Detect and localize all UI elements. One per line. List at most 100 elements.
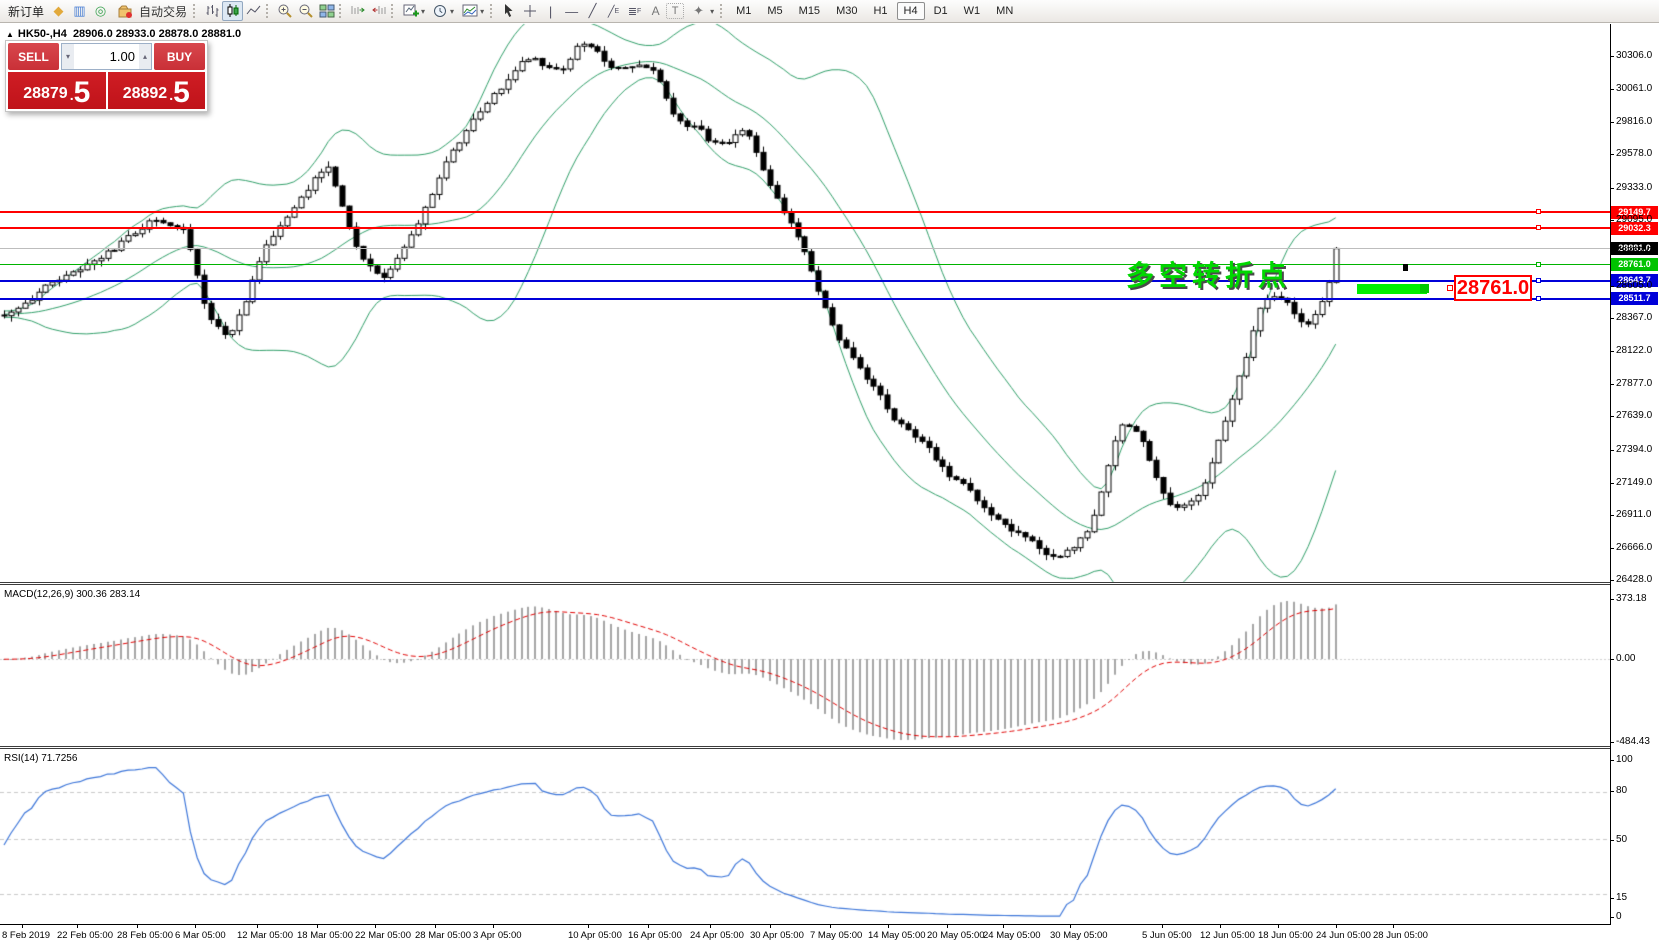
highlight-bar-anchor[interactable] [1420,284,1429,293]
axis-tick-label: 26666.0 [1616,541,1653,553]
new-chart-button[interactable]: ▾ [399,1,429,21]
time-tick-label: 8 Feb 2019 [2,930,51,941]
buy-price[interactable]: 28892 . 5 [107,72,205,109]
volume-input[interactable] [74,44,139,69]
toolbar: 新订单 ◆ ▥ ◎ 自动交易 [0,0,1659,23]
axis-tick-label: 28605.0 [1616,279,1653,291]
autotrade-folder-icon [115,1,136,21]
bar-chart-icon[interactable] [201,1,222,21]
time-tick [1220,925,1221,928]
price-callout[interactable]: 28761.0 [1454,275,1532,301]
price-marker-icon[interactable] [1403,264,1408,271]
timeframe-button-MN[interactable]: MN [996,5,1014,17]
price-badge: 28511.7 [1611,292,1658,305]
zoom-in-icon[interactable] [274,1,295,21]
axis-tick [1610,449,1614,451]
text-label-icon[interactable]: T [666,3,685,19]
line-anchor-handle[interactable] [1536,261,1541,267]
trendline-icon[interactable]: ╱ [588,3,597,18]
timeframe-button-W1[interactable]: W1 [963,5,981,17]
timeframe-button-M30[interactable]: M30 [836,5,858,17]
buy-price-dot: . [169,87,174,103]
price-axis-border [1610,24,1611,925]
buy-button[interactable]: BUY [154,43,205,70]
time-tick [257,925,258,928]
price-badge: 28643.7 [1611,274,1658,288]
timeframe-button-M15[interactable]: M15 [798,5,821,17]
fibonacci-icon[interactable]: ≣ F [627,5,642,18]
timeframe-button-H1[interactable]: H1 [873,5,888,17]
line-chart-icon[interactable] [243,1,264,21]
highlight-bar[interactable] [1357,284,1427,294]
text-icon[interactable]: A [651,4,660,18]
axis-tick [1610,791,1614,792]
time-tick [770,925,771,928]
sell-price[interactable]: 28879 . 5 [8,72,106,109]
crosshair-icon[interactable] [519,1,540,21]
axis-tick-label: 30061.0 [1616,83,1653,95]
time-tick [493,925,494,928]
volume-increase-button[interactable]: ▴ [138,44,151,69]
axis-tick [1610,285,1614,287]
new-order-button[interactable]: 新订单 [8,4,45,19]
horizontal-line-object[interactable] [0,227,1610,230]
market-watch-icon[interactable]: ◆ [53,3,64,18]
axis-tick-label: 28367.0 [1616,312,1653,324]
autotrade-button[interactable]: 自动交易 [111,1,191,21]
caret-icon: ▾ [480,6,485,16]
axis-tick [1610,384,1614,386]
time-tick-label: 22 Mar 05:00 [355,930,411,941]
horizontal-line-object[interactable] [0,264,1610,266]
axis-tick-label: -484.43 [1616,736,1650,747]
chart-shift-icon[interactable] [347,1,368,21]
data-window-icon[interactable]: ▥ [73,3,86,18]
axis-tick-label: 29578.0 [1616,148,1653,160]
callout-anchor[interactable] [1447,285,1453,291]
axis-tick-label: 29816.0 [1616,116,1653,128]
sell-button[interactable]: SELL [8,43,59,70]
axis-tick [1610,318,1614,320]
line-anchor-handle[interactable] [1536,225,1541,231]
tile-windows-icon[interactable] [316,1,337,21]
price-badge: 28761.0 [1611,258,1658,272]
time-tick [588,925,589,928]
line-anchor-handle[interactable] [1536,209,1541,215]
chart-canvas[interactable] [0,23,1659,946]
buy-price-frac: 5 [173,76,190,109]
line-anchor-handle[interactable] [1536,277,1541,283]
volume-decrease-button[interactable]: ▾ [62,44,75,69]
collapse-icon[interactable]: ▲ [6,29,14,39]
navigator-icon[interactable]: ◎ [94,3,107,18]
vertical-line-icon[interactable]: | [548,3,553,19]
line-anchor-handle[interactable] [1536,295,1541,301]
volume-stepper: ▾ ▴ [61,43,152,70]
price-badge: 28881.0 [1611,242,1658,256]
templates-button[interactable]: ▾ [458,1,488,21]
time-tick-label: 18 Jun 05:00 [1258,930,1313,941]
horizontal-line-object[interactable] [0,211,1610,214]
annotation-text[interactable]: 多空转折点 [1126,260,1292,291]
timeframe-button-H4[interactable]: H4 [896,2,925,20]
periods-button[interactable]: ▾ [429,1,458,21]
timeframe-button-D1[interactable]: D1 [933,5,948,17]
horizontal-line-object[interactable] [0,279,1610,282]
price-badge: 29149.7 [1611,205,1658,219]
candlestick-chart-icon[interactable] [222,1,244,21]
axis-tick-label: 0 [1616,911,1622,922]
pane-divider[interactable] [0,582,1610,585]
time-tick-label: 30 May 05:00 [1050,930,1108,941]
arrows-button[interactable]: ✦ ▾ [684,1,718,21]
time-tick-label: 5 Jun 05:00 [1142,930,1192,941]
pane-divider[interactable] [0,746,1610,749]
time-tick-label: 14 May 05:00 [868,930,926,941]
current-price-line[interactable] [0,248,1610,250]
timeframe-button-M5[interactable]: M5 [767,5,783,17]
channel-icon[interactable]: ╱ E [607,5,620,18]
horizontal-line-icon[interactable]: — [565,3,579,19]
horizontal-line-object[interactable] [0,297,1610,300]
timeframe-button-M1[interactable]: M1 [736,5,752,17]
zoom-out-icon[interactable] [295,1,316,21]
time-tick-label: 28 Jun 05:00 [1373,930,1428,941]
cursor-icon[interactable] [498,1,519,21]
auto-scroll-icon[interactable] [368,1,389,21]
